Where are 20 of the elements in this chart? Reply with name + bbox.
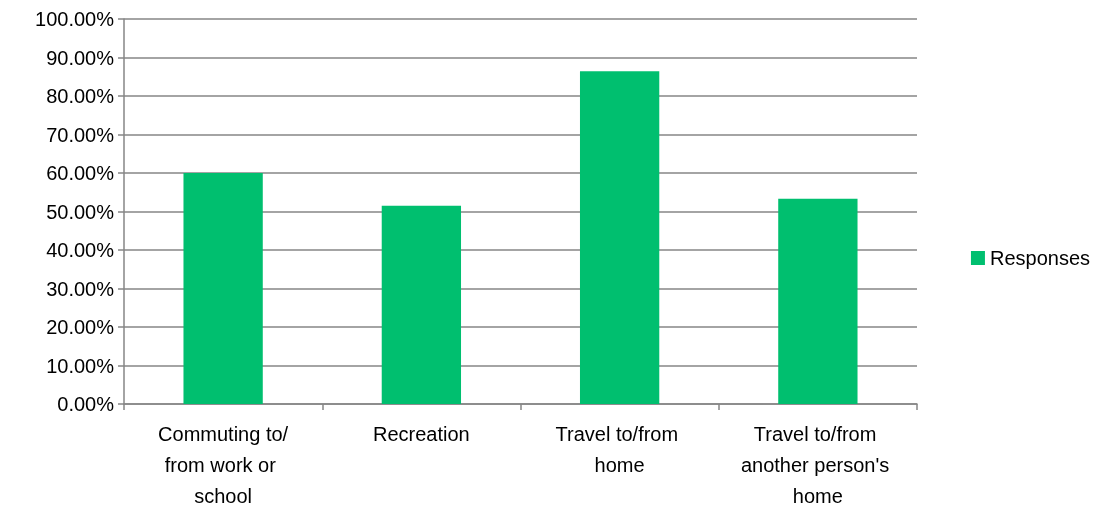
bar xyxy=(183,173,263,404)
y-tick-label: 80.00% xyxy=(46,85,115,107)
x-tick-label: Travel to/from another person's home xyxy=(740,422,895,507)
y-tick-label: 90.00% xyxy=(46,46,115,69)
y-tick-label: 40.00% xyxy=(46,239,115,261)
y-tick-label: 50.00% xyxy=(46,200,115,223)
bar xyxy=(579,71,660,404)
x-tick-label: Recreation xyxy=(373,422,470,445)
bar xyxy=(381,205,462,404)
y-tick-label: 10.00% xyxy=(46,354,115,377)
bar xyxy=(778,198,858,404)
y-tick-label: 20.00% xyxy=(46,316,115,338)
y-tick-label: 70.00% xyxy=(46,123,115,146)
x-tick-label: Travel to/from home xyxy=(555,422,684,476)
x-tick-label: Commuting to/from work or school xyxy=(158,422,289,507)
y-tick-label: 60.00% xyxy=(46,162,115,184)
y-tick-label: 0.00% xyxy=(57,393,115,415)
y-tick-label: 100.00% xyxy=(35,8,115,30)
y-tick-label: 30.00% xyxy=(46,277,115,300)
legend-label: Responses xyxy=(989,247,1090,269)
